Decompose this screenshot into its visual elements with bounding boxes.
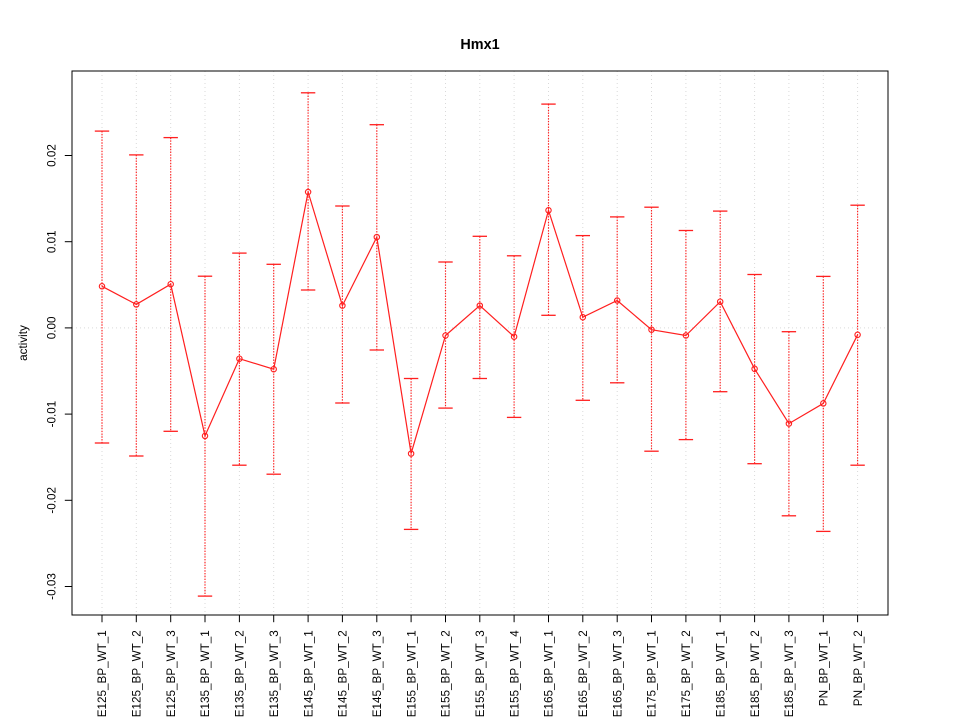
svg-text:E155_BP_WT_2: E155_BP_WT_2 xyxy=(440,630,453,717)
svg-text:E185_BP_WT_1: E185_BP_WT_1 xyxy=(714,630,727,717)
svg-text:activity: activity xyxy=(17,325,30,361)
svg-text:E175_BP_WT_1: E175_BP_WT_1 xyxy=(646,630,659,717)
svg-text:E165_BP_WT_1: E165_BP_WT_1 xyxy=(543,630,556,717)
svg-text:E135_BP_WT_1: E135_BP_WT_1 xyxy=(199,630,212,717)
svg-text:E125_BP_WT_1: E125_BP_WT_1 xyxy=(96,630,109,717)
svg-text:Hmx1: Hmx1 xyxy=(460,37,499,53)
svg-text:E135_BP_WT_2: E135_BP_WT_2 xyxy=(234,630,247,717)
svg-text:-0.01: -0.01 xyxy=(46,401,59,428)
svg-text:E185_BP_WT_2: E185_BP_WT_2 xyxy=(749,630,762,717)
svg-text:E175_BP_WT_2: E175_BP_WT_2 xyxy=(680,630,693,717)
svg-text:E145_BP_WT_1: E145_BP_WT_1 xyxy=(302,630,315,717)
svg-text:E125_BP_WT_2: E125_BP_WT_2 xyxy=(131,630,144,717)
svg-text:E155_BP_WT_3: E155_BP_WT_3 xyxy=(474,630,487,717)
svg-text:E185_BP_WT_3: E185_BP_WT_3 xyxy=(783,630,796,717)
svg-text:E135_BP_WT_3: E135_BP_WT_3 xyxy=(268,630,281,717)
svg-text:0.02: 0.02 xyxy=(46,144,59,167)
svg-text:E155_BP_WT_4: E155_BP_WT_4 xyxy=(508,630,521,718)
svg-text:E145_BP_WT_3: E145_BP_WT_3 xyxy=(371,630,384,717)
svg-text:0.00: 0.00 xyxy=(46,316,59,339)
svg-text:-0.02: -0.02 xyxy=(46,487,59,514)
svg-text:PN_BP_WT_1: PN_BP_WT_1 xyxy=(818,630,831,706)
svg-text:E165_BP_WT_2: E165_BP_WT_2 xyxy=(577,630,590,717)
svg-text:E125_BP_WT_3: E125_BP_WT_3 xyxy=(165,630,178,717)
svg-text:E145_BP_WT_2: E145_BP_WT_2 xyxy=(337,630,350,717)
svg-text:E165_BP_WT_3: E165_BP_WT_3 xyxy=(611,630,624,717)
svg-text:-0.03: -0.03 xyxy=(46,573,59,600)
svg-text:0.01: 0.01 xyxy=(46,230,59,253)
svg-text:PN_BP_WT_2: PN_BP_WT_2 xyxy=(852,630,865,706)
svg-text:E155_BP_WT_1: E155_BP_WT_1 xyxy=(405,630,418,717)
